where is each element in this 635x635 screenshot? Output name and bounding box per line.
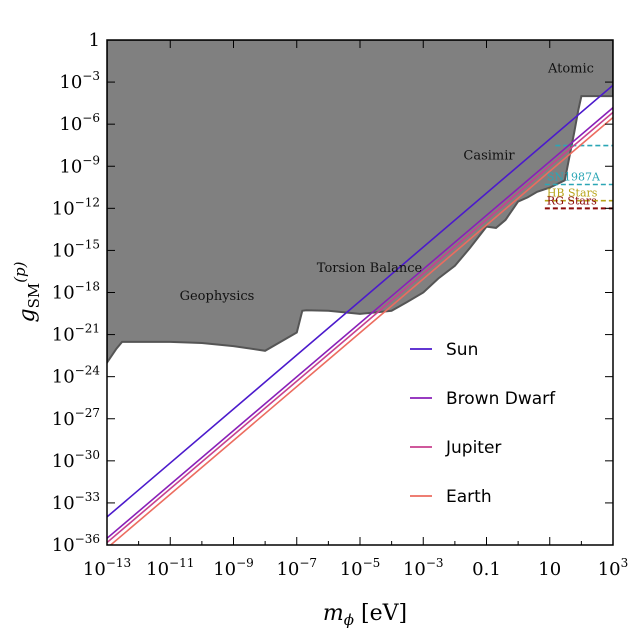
y-tick-label: 10−18 bbox=[52, 280, 100, 304]
y-tick-label: 10−9 bbox=[59, 153, 100, 177]
y-tick-label: 1 bbox=[89, 30, 100, 51]
y-tick-label: 10−3 bbox=[59, 69, 100, 93]
x-tick-label: 10−3 bbox=[403, 556, 444, 580]
y-tick-label: 10−24 bbox=[52, 364, 101, 388]
reference-label-hb-stars: HB Stars bbox=[547, 187, 598, 200]
y-tick-label: 10−21 bbox=[52, 322, 100, 346]
legend-label-sun: Sun bbox=[446, 340, 478, 360]
x-tick-label: 103 bbox=[598, 556, 629, 580]
y-tick-label: 10−12 bbox=[52, 195, 100, 219]
series-line-jupiter bbox=[107, 111, 613, 544]
y-tick-label: 10−36 bbox=[52, 532, 100, 556]
region-label-torsion-balance: Torsion Balance bbox=[317, 261, 423, 276]
legend-label-brown-dwarf: Brown Dwarf bbox=[446, 389, 556, 409]
x-tick-label: 10 bbox=[538, 559, 561, 580]
region-labels: Atomic Casimir Torsion Balance Geophysics bbox=[180, 61, 594, 304]
x-tick-label: 10−13 bbox=[83, 556, 131, 580]
reference-label-rg-stars: RG Stars bbox=[547, 194, 597, 207]
x-tick-label: 0.1 bbox=[472, 559, 501, 580]
y-axis-label: gSM(p) bbox=[11, 261, 43, 322]
series-line-sun bbox=[107, 84, 613, 518]
x-tick-label: 10−11 bbox=[146, 556, 194, 580]
excluded-region bbox=[107, 40, 613, 365]
region-label-atomic: Atomic bbox=[547, 61, 594, 76]
series-line-brown-dwarf bbox=[107, 107, 613, 539]
reference-label-sn1987a: SN1987A bbox=[547, 171, 601, 184]
y-tick-label: 10−27 bbox=[52, 406, 100, 430]
x-tick-label: 10−5 bbox=[340, 556, 381, 580]
region-label-geophysics: Geophysics bbox=[180, 289, 255, 304]
y-tick-label: 10−15 bbox=[52, 237, 100, 261]
y-tick-label: 10−30 bbox=[52, 448, 100, 472]
legend-label-earth: Earth bbox=[446, 487, 492, 507]
series-line-earth bbox=[109, 116, 613, 545]
legend-label-jupiter: Jupiter bbox=[445, 438, 501, 458]
y-tick-label: 10−6 bbox=[59, 111, 100, 135]
region-label-casimir: Casimir bbox=[463, 149, 515, 164]
legend: Sun Brown Dwarf Jupiter Earth bbox=[410, 340, 556, 507]
y-tick-label: 10−33 bbox=[52, 490, 100, 514]
x-tick-label: 10−7 bbox=[276, 556, 317, 580]
x-axis-label: mϕ [eV] bbox=[323, 601, 407, 629]
x-tick-label: 10−9 bbox=[213, 556, 254, 580]
axes: 10−13 10−11 10−9 10−7 10−5 10−3 0.1 10 103 1 10−3 1… bbox=[52, 30, 629, 580]
